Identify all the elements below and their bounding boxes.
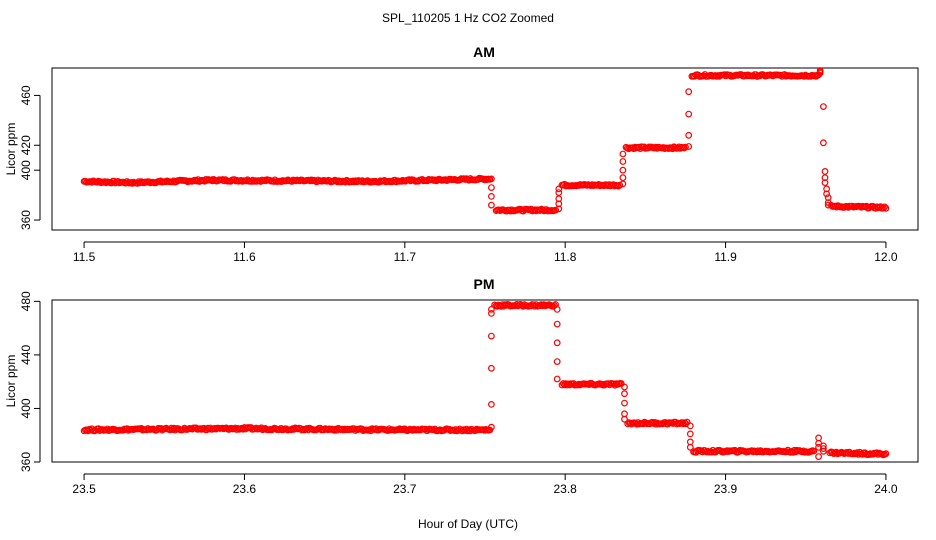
- pm-data-point: [621, 410, 628, 418]
- pm-data-point: [488, 332, 495, 340]
- am-x-tick-label: 11.7: [394, 250, 417, 264]
- pm-data-point: [488, 310, 495, 317]
- figure-xlabel: Hour of Day (UTC): [418, 517, 518, 531]
- pm-data-point: [686, 422, 694, 430]
- pm-x-tick-label: 23.9: [714, 482, 738, 496]
- pm-plot-frame: [51, 299, 919, 463]
- am-data-point: [821, 167, 829, 175]
- pm-data-series: [80, 301, 890, 461]
- am-data-point: [619, 150, 627, 158]
- pm-data-point: [686, 443, 694, 451]
- am-data-point: [685, 131, 693, 139]
- am-y-tick-label: 460: [19, 85, 33, 105]
- am-panel-title: AM: [473, 44, 495, 60]
- pm-data-point: [621, 399, 628, 407]
- am-data-point: [552, 206, 559, 214]
- pm-data-point: [810, 447, 818, 455]
- pm-data-point: [820, 445, 827, 453]
- pm-data-point: [488, 306, 495, 313]
- am-data-point: [619, 174, 627, 182]
- pm-data-point: [553, 375, 561, 383]
- pm-data-point: [815, 453, 822, 461]
- am-data-point: [816, 69, 824, 77]
- am-x-tick-label: 12.0: [874, 250, 898, 264]
- am-data-point: [682, 143, 689, 151]
- am-data-point: [555, 205, 563, 213]
- am-x-tick-label: 11.6: [233, 250, 256, 264]
- am-y-tick-label: 420: [19, 135, 33, 155]
- pm-data-point: [679, 420, 687, 428]
- pm-y-tick-label: 480: [19, 291, 33, 311]
- pm-data-point: [820, 447, 827, 455]
- am-y-tick-label: 400: [19, 160, 33, 180]
- pm-data-point: [553, 358, 561, 366]
- pm-y-axis-label: Licor ppm: [4, 355, 18, 408]
- pm-data-point: [621, 383, 628, 391]
- am-x-tick-label: 11.5: [73, 250, 96, 264]
- am-data-point: [685, 110, 693, 118]
- am-panel: AM Licor ppm 11.5 11.6 11.7 11.8 11.9 12.0 360…: [4, 44, 919, 264]
- am-data-point: [488, 184, 495, 192]
- am-y-axis-label: Licor ppm: [4, 123, 18, 176]
- am-data-point: [555, 200, 563, 208]
- pm-data-point: [686, 430, 694, 438]
- pm-data-point: [553, 339, 561, 347]
- am-data-point: [555, 185, 563, 193]
- am-data-point: [488, 192, 495, 200]
- am-plot-frame: [51, 67, 919, 231]
- pm-y-tick-label: 440: [19, 345, 33, 365]
- am-data-point: [555, 189, 563, 197]
- pm-x-tick-label: 23.7: [393, 482, 417, 496]
- pm-panel: PM Licor ppm 23.5 23.6 23.7 23.8 23.9 24.0 360…: [4, 276, 919, 496]
- am-data-point: [685, 88, 693, 96]
- am-x-tick-label: 11.8: [554, 250, 577, 264]
- pm-data-point: [488, 401, 495, 408]
- pm-data-point: [553, 306, 561, 313]
- pm-x-tick-label: 23.6: [233, 482, 257, 496]
- am-data-point: [488, 201, 495, 209]
- am-data-point: [882, 204, 890, 212]
- pm-data-point: [553, 320, 561, 328]
- figure-suptitle: SPL_110205 1 Hz CO2 Zoomed: [382, 11, 554, 25]
- am-data-point: [881, 203, 888, 211]
- am-data-point: [616, 181, 624, 189]
- am-data-point: [821, 174, 829, 182]
- am-data-point: [619, 158, 627, 165]
- pm-data-point: [815, 434, 822, 442]
- am-y-tick-label: 360: [19, 210, 33, 230]
- am-data-series: [80, 67, 890, 215]
- pm-data-point: [681, 419, 688, 427]
- am-data-point: [879, 204, 887, 212]
- pm-x-tick-label: 23.5: [72, 482, 96, 496]
- am-data-point: [680, 144, 688, 152]
- pm-data-point: [621, 415, 628, 423]
- am-data-point: [685, 143, 693, 150]
- pm-data-point: [882, 450, 890, 458]
- am-data-point: [823, 185, 830, 193]
- am-data-point: [821, 179, 829, 187]
- pm-y-tick-label: 400: [19, 398, 33, 418]
- pm-x-tick-label: 24.0: [874, 482, 898, 496]
- pm-data-point: [621, 390, 628, 398]
- am-data-point: [820, 103, 827, 110]
- am-data-point: [488, 175, 495, 183]
- am-data-point: [619, 166, 627, 174]
- am-data-point: [820, 139, 827, 147]
- pm-y-tick-label: 360: [19, 452, 33, 472]
- am-x-tick-label: 11.9: [714, 250, 737, 264]
- am-data-point: [816, 67, 824, 74]
- am-data-point: [824, 201, 832, 209]
- pm-data-point: [686, 438, 694, 446]
- pm-data-point: [488, 423, 495, 431]
- pm-data-point: [488, 364, 495, 372]
- am-data-point: [823, 190, 830, 198]
- pm-panel-title: PM: [474, 276, 495, 292]
- pm-x-tick-label: 23.8: [554, 482, 578, 496]
- am-data-point: [824, 199, 832, 207]
- am-data-point: [824, 194, 832, 202]
